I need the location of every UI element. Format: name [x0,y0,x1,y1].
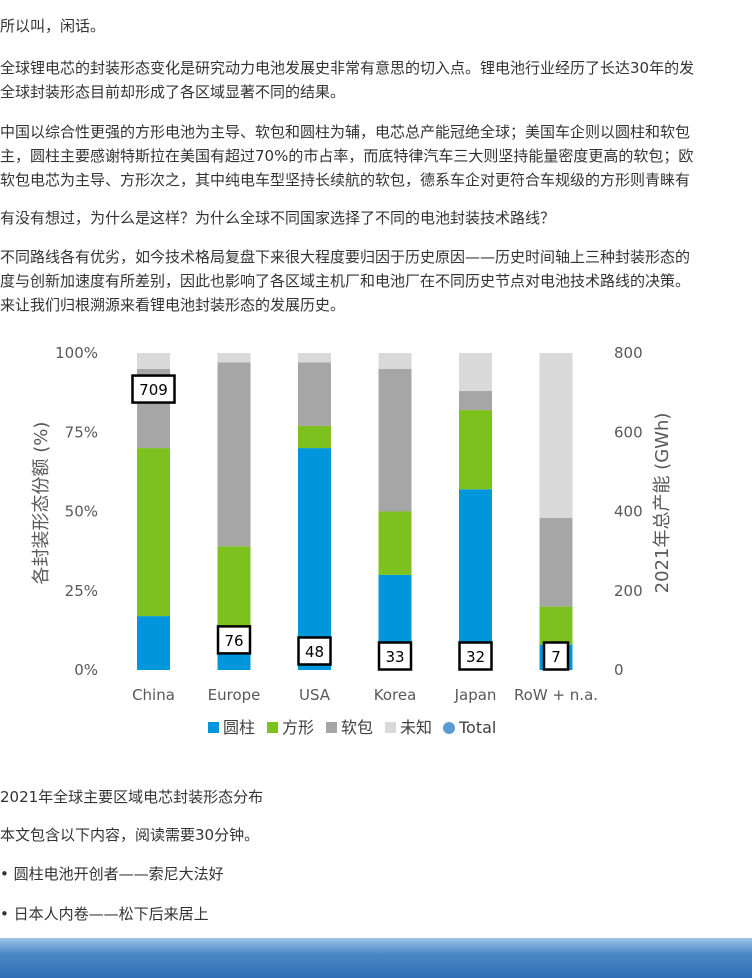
paragraph-line: 所以叫，闲话。 [0,17,106,35]
bar-segment [137,353,170,369]
reading-note: 本文包含以下内容，阅读需要30分钟。 [0,823,752,847]
total-label-box [131,374,176,404]
total-label-box [458,641,493,671]
bars [137,353,573,670]
total-label: 709 [139,381,168,399]
y-tick-label: 0% [74,661,98,679]
bar-segment [137,448,170,617]
paragraph-line: 软包电芯为主导、方形次之，其中纯电车型坚持长续航的软包，德系车企对更符合车规级的… [0,171,691,189]
legend-label: 圆柱 [223,718,255,737]
legend-label: 未知 [400,718,432,737]
legend-marker [443,722,455,734]
paragraph-3: 中国以综合性更强的方形电池为主导、软包和圆柱为辅，电芯总产能冠绝全球；美国车企则… [0,120,752,192]
total-label: 48 [305,643,324,661]
paragraph-line: 中国以综合性更强的方形电池为主导、软包和圆柱为辅，电芯总产能冠绝全球；美国车企则… [0,123,691,141]
bar-segment [298,353,331,363]
x-tick-label: Japan [454,686,497,704]
y2-tick-label: 0 [614,661,624,679]
legend-label: 软包 [341,718,373,737]
y-tick-label: 50% [65,503,98,521]
legend-swatch [326,722,337,733]
paragraph-1: 所以叫，闲话。 [0,14,752,38]
y2-tick-label: 600 [614,423,643,441]
paragraph-line: 全球锂电芯的封装形态变化是研究动力电池发展史非常有意思的切入点。锂电池行业经历了… [0,59,695,77]
total-label-box [377,641,413,671]
bottom-banner [0,938,752,978]
x-tick-label: China [132,686,175,704]
total-labels: 709 76 48 33 32 7 [131,374,570,671]
legend: 圆柱 方形 软包 未知 Total [208,718,496,737]
legend-swatch [267,722,278,733]
y2-axis-title: 2021年总产能 (GWh) [652,413,673,594]
y-axis-title: 各封装形态份额 (%) [31,422,52,585]
legend-label: 方形 [282,718,314,737]
figure-caption: 2021年全球主要区域电芯封装形态分布 [0,785,752,809]
total-label: 76 [224,632,243,650]
toc-item: • 圆柱电池开创者——索尼大法好 [0,865,224,883]
paragraph-line: 全球封装形态目前却形成了各区域显著不同的结果。 [0,83,346,101]
y-tick-label: 75% [65,423,98,441]
x-tick-label: RoW + n.a. [514,686,598,704]
bar-segment [539,606,573,645]
bar-segment [459,410,492,490]
packaging-share-chart: 0% 25% 50% 75% 100% 0 200 400 600 800 709 76 48 33 3… [0,335,752,755]
x-tick-label: Europe [208,686,261,704]
bar-segment [459,391,492,411]
y2-tick-label: 200 [614,582,643,600]
total-label-box [542,641,570,671]
bar-segment [217,362,251,547]
bar-segment [378,368,412,512]
bar-segment [217,353,251,363]
paragraph-line: 来让我们归根溯源来看锂电池封装形态的发展历史。 [0,296,346,314]
bar-segment [137,616,170,670]
total-label: 32 [466,648,485,666]
bar-segment [459,353,492,392]
bar-segment [378,353,412,369]
paragraph-line: 有没有想过，为什么是这样？为什么全球不同国家选择了不同的电池封装技术路线？ [0,209,556,227]
legend-swatch [208,722,219,733]
paragraph-4: 有没有想过，为什么是这样？为什么全球不同国家选择了不同的电池封装技术路线？ [0,206,752,230]
x-tick-label: USA [299,686,331,704]
total-label: 7 [551,648,561,666]
y-tick-label: 25% [65,582,98,600]
right-axis: 0 200 400 600 800 [614,344,643,679]
bar-segment [298,448,331,670]
bar-segment [539,353,573,518]
legend-swatch [385,722,396,733]
y-tick-label: 100% [55,344,98,362]
reading-note-text: 本文包含以下内容，阅读需要30分钟。 [0,826,260,844]
toc-item: • 日本人内卷——松下后来居上 [0,905,209,923]
chart-canvas: 0% 25% 50% 75% 100% 0 200 400 600 800 709 76 48 33 3… [31,344,673,737]
paragraph-5: 不同路线各有优劣，如今技术格局复盘下来很大程度要归因于历史原因——历史时间轴上三… [0,245,752,317]
y2-tick-label: 400 [614,503,643,521]
total-label: 33 [385,648,404,666]
paragraph-line: 主，圆柱主要感谢特斯拉在美国有超过70%的市占率，而底特律汽车三大则坚持能量密度… [0,147,694,165]
paragraph-2: 全球锂电芯的封装形态变化是研究动力电池发展史非常有意思的切入点。锂电池行业经历了… [0,56,752,104]
bar-segment [298,362,331,426]
category-labels: China Europe USA Korea Japan RoW + n.a. [132,686,598,704]
bar-segment [298,425,331,449]
bar-segment [539,517,573,607]
bar-segment [459,489,492,670]
total-label-box [297,636,332,666]
x-tick-label: Korea [374,686,417,704]
bar-segment [378,511,412,575]
caption-text: 2021年全球主要区域电芯封装形态分布 [0,788,264,806]
paragraph-line: 不同路线各有优劣，如今技术格局复盘下来很大程度要归因于历史原因——历史时间轴上三… [0,248,691,266]
left-axis: 0% 25% 50% 75% 100% [55,344,98,679]
total-label-box [216,625,252,655]
bar-segment [217,654,251,670]
legend-label: Total [458,718,496,737]
paragraph-line: 度与创新加速度有所差别，因此也影响了各区域主机厂和电池厂在不同历史节点对电池技术… [0,272,691,290]
y2-tick-label: 800 [614,344,643,362]
